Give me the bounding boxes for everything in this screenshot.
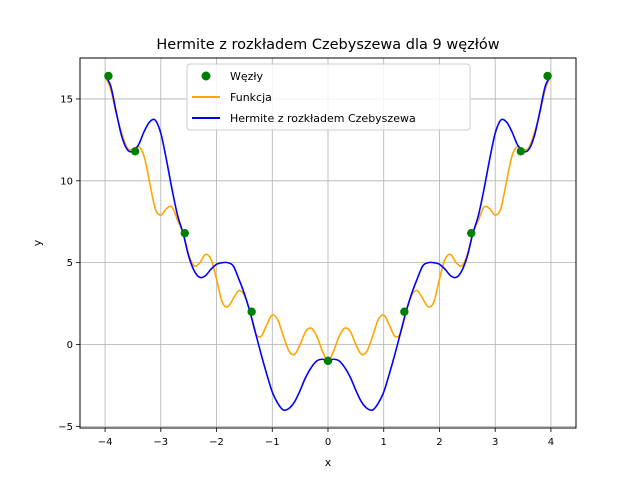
x-tick-label: 2: [436, 437, 442, 448]
x-tick-label: −4: [98, 437, 113, 448]
x-tick-label: −3: [153, 437, 168, 448]
legend-label-hermite: Hermite z rozkładem Czebyszewa: [230, 112, 416, 125]
legend-box: [186, 63, 471, 131]
y-tick-label: 10: [60, 176, 73, 187]
legend-marker-nodes: [201, 71, 211, 81]
chart-title: Hermite z rozkładem Czebyszewa dla 9 węz…: [156, 37, 499, 53]
x-tick-label: 4: [548, 437, 554, 448]
x-axis-ticks: −4 −3 −2 −1 0 1 2 3 4: [98, 428, 554, 448]
x-axis-label: x: [325, 456, 332, 469]
y-tick-label: 5: [67, 258, 73, 269]
x-tick-label: −1: [265, 437, 280, 448]
node-point: [323, 356, 333, 366]
y-axis-ticks: −5 0 5 10 15: [58, 94, 80, 433]
series-nodes: [104, 71, 552, 366]
node-point: [516, 147, 526, 156]
y-tick-label: 0: [67, 340, 73, 351]
y-axis-label: y: [31, 239, 44, 246]
legend-label-function: Funkcja: [230, 91, 272, 104]
x-tick-label: 1: [381, 437, 387, 448]
x-tick-label: 0: [325, 437, 331, 448]
node-point: [104, 71, 113, 81]
node-point: [180, 228, 189, 238]
y-tick-label: 15: [60, 94, 73, 105]
legend-label-nodes: Węzły: [230, 70, 264, 83]
node-point: [467, 228, 476, 238]
legend: Węzły Funkcja Hermite z rozkładem Czebys…: [186, 63, 471, 131]
plot-area: [104, 71, 552, 412]
node-point: [400, 307, 409, 316]
node-point: [543, 71, 552, 81]
node-point: [247, 307, 256, 316]
x-tick-label: 3: [492, 437, 498, 448]
node-point: [130, 147, 140, 156]
y-tick-label: −5: [58, 422, 73, 433]
x-tick-label: −2: [209, 437, 224, 448]
